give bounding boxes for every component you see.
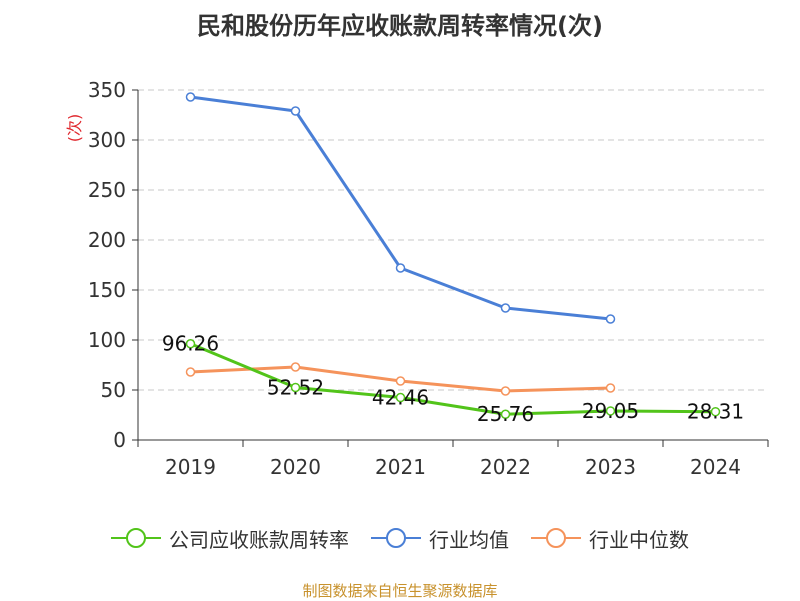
y-tick-label: 50 [101, 378, 126, 402]
data-point [710, 406, 721, 417]
y-tick-label: 350 [88, 78, 126, 102]
data-label: 29.05 [582, 399, 639, 423]
legend-label: 行业均值 [429, 527, 509, 552]
y-tick-label: 100 [88, 328, 126, 352]
data-point [395, 263, 406, 273]
legend-line-icon [371, 528, 421, 548]
y-tick-label: 250 [88, 178, 126, 202]
y-axis-label: (次) [65, 114, 84, 143]
data-point [605, 406, 616, 416]
data-label: 42.46 [372, 386, 429, 410]
data-point [290, 106, 301, 116]
x-tick-label: 2021 [375, 455, 426, 479]
data-point [395, 392, 406, 403]
data-point [500, 386, 511, 396]
data-point [605, 314, 616, 324]
data-point [500, 409, 511, 419]
data-point [290, 382, 301, 393]
y-tick-label: 0 [113, 428, 126, 452]
data-label: 28.31 [687, 400, 744, 424]
x-tick-label: 2019 [165, 455, 216, 479]
x-tick-label: 2024 [690, 455, 741, 479]
legend-line-icon [111, 528, 161, 548]
data-point [185, 338, 196, 349]
legend-label: 公司应收账款周转率 [169, 527, 349, 552]
y-tick-label: 300 [88, 128, 126, 152]
data-point [395, 376, 406, 386]
x-tick-label: 2023 [585, 455, 636, 479]
series-line-company [189, 342, 716, 416]
series-layer [185, 92, 721, 419]
gridlines [138, 89, 768, 391]
x-tick-label: 2022 [480, 455, 531, 479]
axes: 0 50 100 150 200 250 300 350(次) 2019 2020 2021 2022… [65, 78, 769, 479]
data-point [185, 92, 196, 102]
legend-line-icon [531, 528, 581, 548]
y-tick-label: 200 [88, 228, 126, 252]
x-tick-label: 2020 [270, 455, 321, 479]
data-label: 96.26 [162, 332, 219, 356]
data-point [290, 362, 301, 372]
data-point [185, 367, 196, 377]
legend-item-company[interactable]: 公司应收账款周转率 [111, 524, 349, 553]
data-point [605, 383, 616, 393]
chart-title: 民和股份历年应收账款周转率情况(次) [197, 12, 603, 40]
y-tick-label: 150 [88, 278, 126, 302]
source-note: 制图数据来自恒生聚源数据库 [302, 582, 498, 600]
legend-item-industry-mean[interactable]: 行业均值 [371, 524, 509, 553]
data-point [500, 303, 511, 313]
data-label: 52.52 [267, 375, 324, 399]
data-labels: 96.26 52.52 42.46 25.76 29.05 28.31 [162, 332, 744, 427]
legend-label: 行业中位数 [589, 527, 689, 552]
series-line-industry-mean [190, 95, 611, 321]
legend: 公司应收账款周转率 行业均值 行业中位数 [0, 520, 800, 556]
data-label: 25.76 [477, 402, 534, 426]
legend-item-industry-median[interactable]: 行业中位数 [531, 524, 689, 553]
